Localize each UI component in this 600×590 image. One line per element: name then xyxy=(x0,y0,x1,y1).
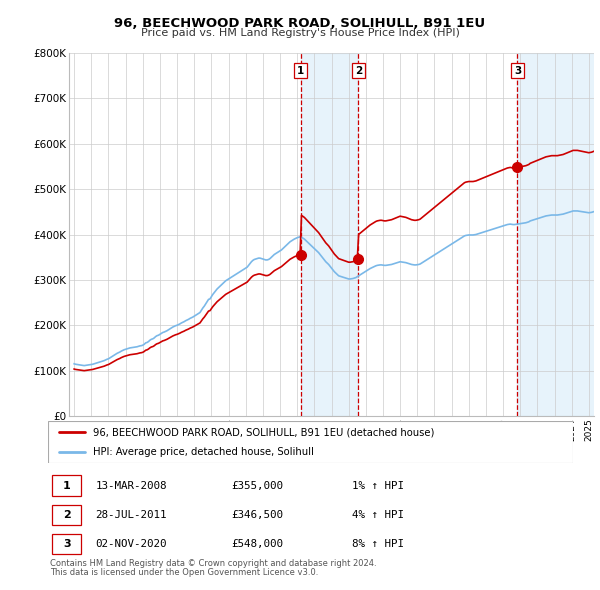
Text: 3: 3 xyxy=(514,66,521,76)
Text: 1: 1 xyxy=(63,480,71,490)
Text: 1: 1 xyxy=(297,66,304,76)
Text: HPI: Average price, detached house, Solihull: HPI: Average price, detached house, Soli… xyxy=(92,447,314,457)
Text: 13-MAR-2008: 13-MAR-2008 xyxy=(95,480,167,490)
Text: 8% ↑ HPI: 8% ↑ HPI xyxy=(353,539,404,549)
Text: £548,000: £548,000 xyxy=(232,539,284,549)
Text: Contains HM Land Registry data © Crown copyright and database right 2024.: Contains HM Land Registry data © Crown c… xyxy=(50,559,376,568)
Bar xyxy=(52,504,81,525)
Bar xyxy=(52,534,81,554)
Text: 4% ↑ HPI: 4% ↑ HPI xyxy=(353,510,404,520)
Text: 28-JUL-2011: 28-JUL-2011 xyxy=(95,510,167,520)
Text: Price paid vs. HM Land Registry's House Price Index (HPI): Price paid vs. HM Land Registry's House … xyxy=(140,28,460,38)
Text: 96, BEECHWOOD PARK ROAD, SOLIHULL, B91 1EU: 96, BEECHWOOD PARK ROAD, SOLIHULL, B91 1… xyxy=(115,17,485,30)
Bar xyxy=(301,53,358,416)
Bar xyxy=(517,53,600,416)
Text: £355,000: £355,000 xyxy=(232,480,284,490)
Text: 96, BEECHWOOD PARK ROAD, SOLIHULL, B91 1EU (detached house): 96, BEECHWOOD PARK ROAD, SOLIHULL, B91 1… xyxy=(92,427,434,437)
Text: 3: 3 xyxy=(63,539,70,549)
Text: 1% ↑ HPI: 1% ↑ HPI xyxy=(353,480,404,490)
Text: This data is licensed under the Open Government Licence v3.0.: This data is licensed under the Open Gov… xyxy=(50,568,318,577)
Text: 02-NOV-2020: 02-NOV-2020 xyxy=(95,539,167,549)
Text: 2: 2 xyxy=(63,510,71,520)
Bar xyxy=(52,476,81,496)
Text: £346,500: £346,500 xyxy=(232,510,284,520)
Text: 2: 2 xyxy=(355,66,362,76)
